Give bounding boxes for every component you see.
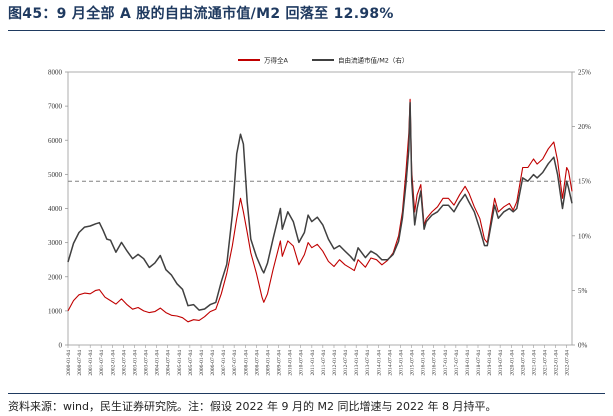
x-tick-label: 2016-01-04 [421,350,427,376]
legend-label: 万得全A [264,56,289,65]
x-tick-label: 2021-07-04 [543,350,549,376]
y-left-tick-label: 5000 [48,171,63,179]
x-tick-label: 2006-07-04 [210,350,216,376]
y-right-tick-label: 20% [578,123,591,131]
x-tick-label: 2015-01-04 [399,350,405,376]
x-tick-label: 2005-01-04 [177,350,183,376]
bottom-divider [8,393,605,394]
x-tick-label: 2000-07-04 [77,350,83,376]
x-tick-label: 2013-01-04 [354,350,360,376]
x-tick-label: 2016-07-04 [432,350,438,376]
legend-label: 自由流通市值/M2（右） [338,56,408,65]
x-tick-label: 2008-07-04 [254,350,260,376]
y-right-tick-label: 15% [578,178,591,186]
x-tick-label: 2010-07-04 [299,350,305,376]
x-tick-label: 2020-01-04 [509,350,515,376]
y-right-tick-label: 25% [578,69,591,77]
x-tick-label: 2013-07-04 [365,350,371,376]
y-right-tick-label: 0% [578,342,588,350]
x-tick-label: 2010-01-04 [288,350,294,376]
x-tick-label: 2012-07-04 [343,350,349,376]
x-tick-label: 2018-01-04 [465,350,471,376]
x-tick-label: 2003-01-04 [133,350,139,376]
x-tick-label: 2002-07-04 [121,350,127,376]
x-tick-label: 2014-01-04 [376,350,382,376]
x-tick-label: 2014-07-04 [387,350,393,376]
x-tick-label: 2021-01-04 [532,350,538,376]
y-right-tick-label: 5% [578,287,588,295]
x-tick-label: 2001-07-04 [99,350,105,376]
figure-title: 图45：9 月全部 A 股的自由流通市值/M2 回落至 12.98% [8,6,394,22]
x-tick-label: 2000-01-04 [66,350,72,376]
y-left-tick-label: 0 [59,342,63,350]
line-chart: 0 1000 2000 3000 4000 5000 6000 7000 8000 0% 5% 10%… [48,56,591,376]
x-tick-label: 2015-07-04 [409,350,415,376]
x-tick-label: 2001-01-04 [88,350,94,376]
series-free-float-m2-line [67,101,573,311]
plot-frame [67,71,573,346]
title-divider [8,30,605,31]
y-right-tick-label: 10% [578,232,591,240]
x-tick-label: 2002-01-04 [110,350,116,376]
x-tick-label: 2022-07-04 [565,350,571,376]
x-tick-label: 2020-07-04 [520,350,526,376]
y-left-tick-label: 1000 [48,307,63,315]
x-tick-label: 2004-01-04 [155,350,161,376]
series-wind-all-a-line [67,98,573,323]
y-left-tick-label: 2000 [48,273,63,281]
x-tick-label: 2019-07-04 [498,350,504,376]
x-tick-label: 2019-01-04 [487,350,493,376]
y-left-tick-label: 4000 [48,205,63,213]
y-left-tick-label: 7000 [48,103,63,111]
x-tick-label: 2007-07-04 [232,350,238,376]
x-tick-label: 2018-07-04 [476,350,482,376]
y-left-tick-label: 3000 [48,239,63,247]
x-tick-label: 2017-01-04 [443,350,449,376]
x-tick-label: 2009-07-04 [277,350,283,376]
x-tick-label: 2005-07-04 [188,350,194,376]
y-left-tick-label: 6000 [48,137,63,145]
x-tick-label: 2003-07-04 [143,350,149,376]
x-tick-label: 2006-01-04 [199,350,205,376]
source-note: 资料来源：wind，民生证券研究院。注：假设 2022 年 9 月的 M2 同比… [8,400,497,413]
x-tick-label: 2017-07-04 [454,350,460,376]
x-tick-label: 2007-01-04 [221,350,227,376]
y-left-tick-label: 8000 [48,69,63,77]
x-tick-label: 2011-07-04 [321,350,327,376]
x-tick-label: 2012-01-04 [332,350,338,376]
x-tick-label: 2008-01-04 [243,350,249,376]
x-tick-label: 2022-01-04 [554,350,560,376]
x-tick-label: 2011-01-04 [310,350,316,376]
x-tick-label: 2009-01-04 [266,350,272,376]
x-tick-label: 2004-07-04 [166,350,172,376]
